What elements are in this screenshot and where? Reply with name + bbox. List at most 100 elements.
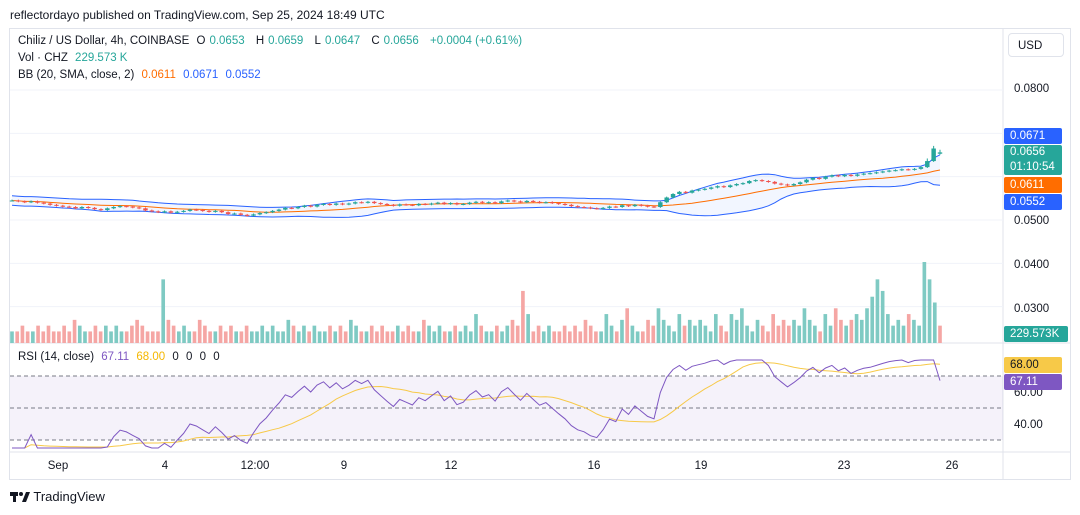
volume-bar [468, 331, 473, 343]
candle-body [639, 204, 644, 206]
candle-body [28, 201, 34, 203]
volume-bar [104, 325, 108, 343]
candle-body [340, 203, 345, 205]
volume-bar [625, 308, 630, 343]
volume-bar [83, 331, 87, 343]
volume-bar [140, 325, 145, 343]
candle-body [931, 148, 936, 162]
candle-body [276, 209, 282, 211]
candle-body [530, 200, 536, 202]
candle-body [855, 174, 860, 176]
candle-body [575, 206, 580, 208]
bb-upper-line [11, 154, 941, 208]
candle-body [937, 152, 943, 154]
candle-body [810, 177, 816, 180]
bb-legend: BB (20, SMA, close, 2) 0.0611 0.0671 0.0… [18, 69, 265, 81]
volume-bar [213, 331, 218, 343]
candle-body [124, 206, 129, 208]
volume-bar [218, 325, 223, 343]
price-tick-label: 0.0500 [1014, 215, 1050, 227]
volume-bar [197, 319, 202, 343]
volume-bar [828, 325, 833, 343]
ohlc-close-label: C [371, 35, 380, 47]
volume-bar [276, 331, 280, 343]
volume-bar [839, 319, 843, 343]
volume-legend: Vol · CHZ 229.573 K [18, 52, 131, 64]
candle-body [162, 211, 167, 213]
volume-bar [630, 325, 635, 343]
volume-bar [328, 325, 332, 343]
volume-bar [781, 319, 786, 343]
last-price-value: 0.0656 [1010, 146, 1046, 158]
volume-bar [526, 314, 530, 343]
candle-body [804, 179, 809, 183]
volume-bar [484, 331, 489, 343]
price-tick-label: 0.0300 [1014, 303, 1050, 315]
volume-bar [36, 325, 40, 343]
volume-bar [886, 314, 890, 343]
ohlc-low-value: 0.0647 [324, 35, 361, 47]
candle-body [365, 201, 371, 203]
volume-bar [833, 308, 838, 343]
ohlc-open-value: 0.0653 [209, 35, 245, 47]
candle-body [416, 203, 422, 206]
candle-body [607, 206, 612, 208]
rsi-extra-2: 0 [199, 351, 207, 363]
volume-bar [395, 325, 400, 343]
volume-bar [641, 331, 645, 343]
volume-bar [760, 325, 765, 343]
candle-body [251, 214, 256, 216]
candle-body [346, 203, 352, 205]
volume-bar [119, 331, 124, 343]
volume-bar [693, 325, 697, 343]
candle-body [327, 203, 333, 205]
candle-body [524, 200, 530, 203]
volume-bar [322, 331, 327, 343]
candle-body [594, 208, 599, 210]
currency-button[interactable]: USD [1008, 33, 1064, 57]
bb-lower-line [11, 181, 941, 218]
candle-body [289, 207, 294, 209]
volume-value: 229.573 K [75, 52, 128, 64]
candle-body [677, 191, 682, 194]
volume-bar [109, 331, 113, 343]
candle-body [537, 201, 542, 203]
volume-bar [203, 325, 207, 343]
rsi-legend: RSI (14, close) 67.11 68.00 0 0 0 0 [18, 351, 224, 363]
candle-body [893, 170, 898, 172]
volume-bar [500, 331, 504, 343]
bb-lower-badge: 0.0552 [1004, 194, 1062, 210]
volume-bar [427, 325, 431, 343]
volume-bar [792, 319, 796, 343]
ohlc-open-label: O [196, 35, 206, 47]
candle-body [569, 204, 574, 207]
candle-body [912, 168, 917, 170]
candle-body [683, 191, 688, 193]
rsi-extra-3: 0 [213, 351, 220, 363]
volume-bar [406, 325, 411, 343]
candle-body [556, 203, 561, 205]
volume-bar [865, 308, 869, 343]
volume-bar [703, 325, 708, 343]
rsi-extra-1: 0 [186, 351, 193, 363]
volume-bar [927, 279, 932, 343]
candle-body [16, 200, 21, 202]
volume-bar [432, 331, 437, 343]
volume-bar [896, 319, 901, 343]
volume-bar [614, 331, 619, 343]
candle-body [626, 205, 631, 207]
volume-bar [698, 319, 703, 343]
volume-bar [156, 331, 160, 343]
candle-body [422, 203, 428, 205]
volume-bar [10, 331, 14, 343]
volume-bar [541, 331, 546, 343]
candle-body [778, 183, 784, 185]
candle-body [823, 176, 828, 179]
volume-bar [557, 331, 562, 343]
volume-bar [359, 331, 364, 343]
bb-basis-line [11, 169, 941, 213]
symbol-name: Chiliz / US Dollar, 4h, COINBASE [18, 35, 190, 47]
volume-bar [416, 331, 421, 343]
candle-body [645, 205, 650, 207]
